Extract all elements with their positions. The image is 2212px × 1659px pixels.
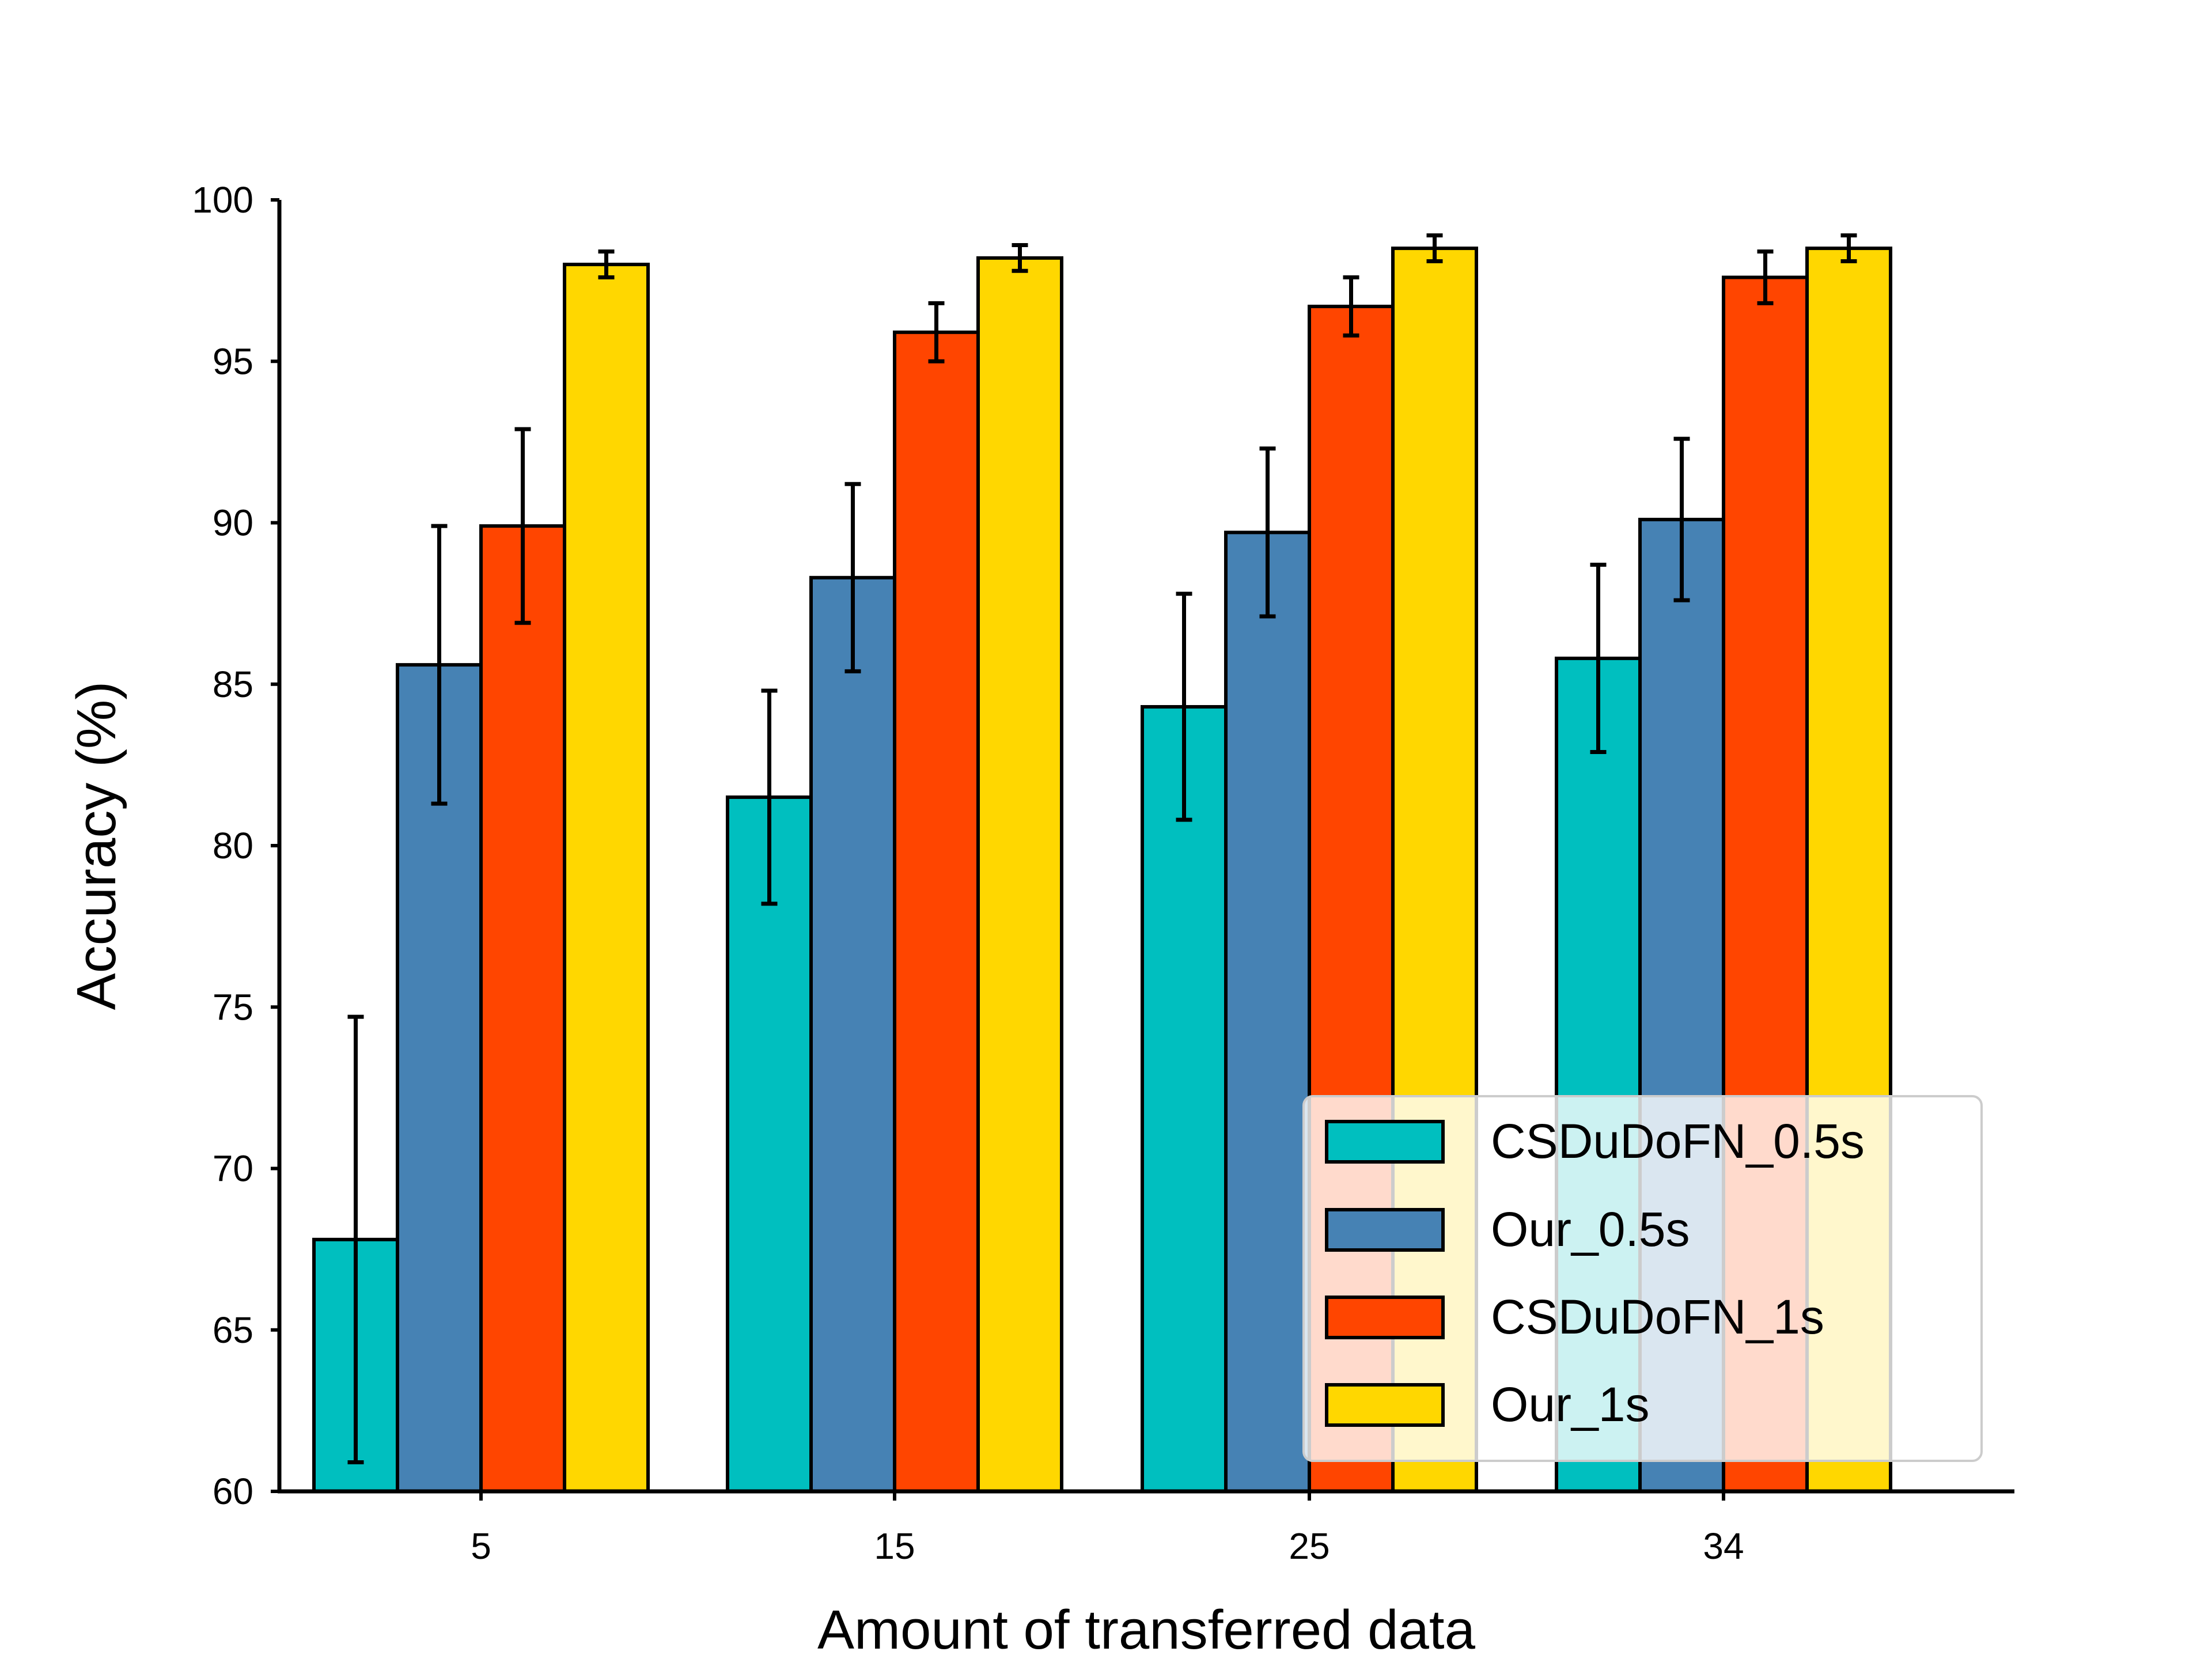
- y-tick-label-95: 95: [213, 340, 253, 382]
- bar-CSDuDoFN_1s-5: [479, 524, 566, 1493]
- bar-Our_1s-15: [976, 256, 1063, 1494]
- y-tick-label-65: 65: [213, 1309, 253, 1351]
- bar-Our_0.5s-25: [1224, 531, 1311, 1494]
- bar-CSDuDoFN_0.5s-15: [726, 795, 813, 1493]
- legend-frame: [1302, 1095, 1983, 1462]
- error-bar-Our_1s-25: [1426, 233, 1443, 263]
- error-bar-Our_0.5s-5: [431, 524, 448, 806]
- y-tick-label-60: 60: [213, 1471, 253, 1512]
- error-bar-Our_1s-5: [598, 249, 615, 280]
- x-tick-label-34: 34: [1703, 1525, 1744, 1567]
- bar-Our_1s-5: [563, 263, 650, 1493]
- error-bar-CSDuDoFN_0.5s-15: [761, 688, 778, 906]
- error-bar-Our_1s-34: [1840, 233, 1857, 263]
- legend-item-Our_0.5s: Our_0.5s: [1325, 1202, 1690, 1256]
- error-bar-CSDuDoFN_1s-15: [928, 301, 945, 363]
- y-tick-label-85: 85: [213, 664, 253, 705]
- y-tick-label-100: 100: [192, 179, 253, 221]
- legend-item-CSDuDoFN_0.5s: CSDuDoFN_0.5s: [1325, 1114, 1865, 1168]
- legend-label-Our_0.5s: Our_0.5s: [1491, 1202, 1690, 1256]
- error-bar-Our_0.5s-15: [844, 482, 861, 673]
- y-tick-label-75: 75: [213, 986, 253, 1028]
- error-bar-CSDuDoFN_0.5s-34: [1590, 562, 1607, 754]
- legend-swatch-CSDuDoFN_1s: [1325, 1296, 1445, 1339]
- error-bar-Our_0.5s-34: [1673, 437, 1690, 603]
- legend-label-CSDuDoFN_1s: CSDuDoFN_1s: [1491, 1290, 1824, 1344]
- legend-swatch-Our_1s: [1325, 1383, 1445, 1427]
- legend-label-Our_1s: Our_1s: [1491, 1377, 1649, 1431]
- x-axis-label: Amount of transferred data: [817, 1599, 1476, 1659]
- legend: CSDuDoFN_0.5s Our_0.5s CSDuDoFN_1s Our_1s: [1302, 1095, 1983, 1462]
- y-tick-label-90: 90: [213, 502, 253, 544]
- error-bar-CSDuDoFN_0.5s-25: [1176, 592, 1192, 822]
- legend-label-CSDuDoFN_0.5s: CSDuDoFN_0.5s: [1491, 1114, 1865, 1168]
- legend-item-CSDuDoFN_1s: CSDuDoFN_1s: [1325, 1290, 1824, 1344]
- legend-swatch-CSDuDoFN_0.5s: [1325, 1120, 1445, 1164]
- error-bar-CSDuDoFN_1s-5: [514, 427, 531, 625]
- y-ticks-group: 60 65 70 75 80 85 90 95 100: [192, 179, 279, 1512]
- legend-swatch-Our_0.5s: [1325, 1208, 1445, 1252]
- bar-Our_0.5s-15: [809, 575, 896, 1493]
- error-bar-CSDuDoFN_1s-34: [1757, 249, 1774, 305]
- y-tick-label-70: 70: [213, 1148, 253, 1190]
- y-axis-label: Accuracy (%): [66, 681, 127, 1010]
- bar-CSDuDoFN_0.5s-25: [1141, 704, 1228, 1493]
- y-tick-label-80: 80: [213, 825, 253, 866]
- x-tick-label-5: 5: [471, 1525, 491, 1567]
- error-bar-Our_1s-15: [1012, 243, 1028, 273]
- x-tick-label-15: 15: [874, 1525, 915, 1567]
- bar-CSDuDoFN_1s-15: [893, 330, 980, 1493]
- error-bar-Our_0.5s-25: [1259, 446, 1276, 619]
- legend-item-Our_1s: Our_1s: [1325, 1377, 1649, 1431]
- x-tick-label-25: 25: [1289, 1525, 1330, 1567]
- error-bars-group: [347, 233, 1857, 1465]
- error-bar-CSDuDoFN_1s-25: [1343, 275, 1359, 338]
- x-ticks-group: 5 15 25 34: [471, 1491, 1744, 1567]
- error-bar-CSDuDoFN_0.5s-5: [347, 1014, 364, 1465]
